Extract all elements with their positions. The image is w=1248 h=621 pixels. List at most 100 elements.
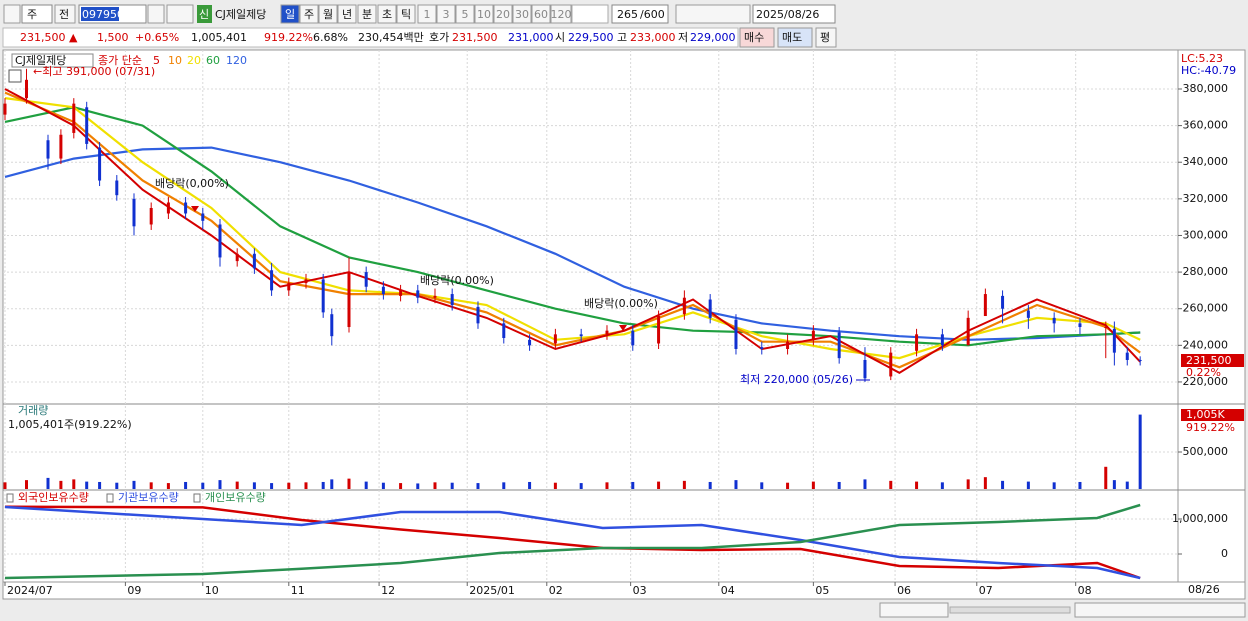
avg-button[interactable] <box>815 27 837 48</box>
annotation: 배당락(0.00%) <box>420 274 494 287</box>
volume-bar <box>381 482 385 489</box>
period-button[interactable] <box>299 4 319 24</box>
volume-bar <box>72 479 76 489</box>
interval-button[interactable] <box>436 4 456 24</box>
volume-bar <box>115 482 119 489</box>
open-label: 시 <box>555 31 565 44</box>
x-tick-label: 03 <box>633 584 647 597</box>
period-label: 주 <box>304 8 314 21</box>
annotation: ←최고 391,000 (07/31) <box>33 65 155 78</box>
interval-button[interactable] <box>550 4 572 24</box>
interval-button[interactable] <box>455 4 475 24</box>
volume-bar <box>270 483 274 489</box>
period-button[interactable] <box>280 4 300 24</box>
candle-body <box>59 134 63 159</box>
period-button[interactable] <box>318 4 338 24</box>
last-price: 231,500 <box>1186 354 1232 367</box>
range-button[interactable] <box>54 4 76 24</box>
candle-body <box>3 103 7 115</box>
candle-body <box>132 198 136 227</box>
search-icon[interactable] <box>147 4 165 24</box>
ma-legend: 10 <box>168 54 182 67</box>
candle-body <box>682 297 686 315</box>
period-button[interactable] <box>357 4 377 24</box>
zoom-tools[interactable] <box>1074 602 1246 618</box>
volume-bar <box>579 483 583 489</box>
volume: 1,005,401 <box>191 31 247 44</box>
menu-icon[interactable] <box>3 4 21 24</box>
period-button[interactable] <box>337 4 357 24</box>
candle-body <box>786 341 790 349</box>
y-tick-label: 1,000,000 <box>1172 512 1228 525</box>
candle-body <box>811 330 815 340</box>
interval-button[interactable] <box>474 4 494 24</box>
volume-bar <box>304 482 308 489</box>
x-tick-label: 02 <box>549 584 563 597</box>
last-volume-rate: 919.22% <box>1186 421 1235 434</box>
interval-select[interactable] <box>571 4 609 24</box>
last-volume: 1,005K <box>1186 408 1225 421</box>
interval-button[interactable] <box>531 4 551 24</box>
candle-body <box>863 359 867 379</box>
sell-button[interactable] <box>777 27 813 48</box>
x-tick-label: 11 <box>291 584 305 597</box>
candle-body <box>1112 328 1116 353</box>
candle-body <box>433 295 437 298</box>
period-type-select[interactable] <box>21 4 53 24</box>
interval-button[interactable] <box>417 4 437 24</box>
candle-body <box>940 334 944 346</box>
candle-body <box>837 332 841 359</box>
candle-body <box>631 330 635 346</box>
date-box[interactable] <box>752 4 836 24</box>
candle-body <box>1052 317 1056 324</box>
volume-bar <box>287 482 291 489</box>
sound-icon[interactable] <box>166 4 194 24</box>
stock-legend: CJ제일제당 <box>15 53 66 67</box>
amount: 230,454백만 <box>358 31 424 44</box>
interval-label: 120 <box>551 8 572 21</box>
count-box[interactable] <box>611 4 669 24</box>
period-label: 초 <box>382 8 392 21</box>
code-highlight <box>81 7 119 21</box>
volume-bar <box>1078 481 1082 489</box>
volume-bar <box>786 482 790 489</box>
volume-bar <box>605 482 609 489</box>
volume-bar <box>416 483 420 489</box>
candle-body <box>381 286 385 295</box>
annotation: 배당락(0,00%) <box>155 177 229 190</box>
scroll-track[interactable] <box>949 606 1071 614</box>
volume-bar <box>476 483 480 489</box>
holding-line <box>4 503 1141 580</box>
quote-row: 231,500 ▲ 1,500 +0.65% 1,005,401 919.22%… <box>2 27 837 48</box>
period-button[interactable] <box>377 4 397 24</box>
buy-button[interactable] <box>739 27 775 48</box>
y-tick-label: 220,000 <box>1183 375 1229 388</box>
candle-body <box>98 147 102 181</box>
scroll-buttons[interactable] <box>879 602 949 618</box>
legend-swatch <box>6 493 14 503</box>
candle-body <box>915 334 919 351</box>
volume-rate: 919.22% <box>264 31 313 44</box>
period-type: 주 <box>27 8 37 21</box>
tool-icons[interactable] <box>675 4 751 24</box>
candle-body <box>46 140 50 159</box>
volume-bar <box>321 481 325 489</box>
period-button[interactable] <box>396 4 416 24</box>
volume-bar <box>201 482 205 489</box>
last-rate: 0.22% <box>1186 366 1221 379</box>
interval-button[interactable] <box>493 4 513 24</box>
volume-bar <box>863 479 867 489</box>
candle-body <box>1026 310 1030 318</box>
volume-bar <box>760 482 764 489</box>
y-tick-label: 360,000 <box>1183 119 1229 132</box>
volume-bar <box>3 482 7 489</box>
interval-button[interactable] <box>512 4 532 24</box>
x-axis-area <box>2 581 1246 600</box>
y-tick-label: 0 <box>1221 547 1228 560</box>
legend-swatch <box>106 493 114 503</box>
interval-buttons: 1 3 5 10 20 30 60 120 <box>417 4 572 24</box>
grid <box>3 50 1182 586</box>
volume-bar <box>24 480 28 489</box>
high: 233,000 <box>630 31 676 44</box>
holding-legend: 개인보유수량 <box>205 491 266 504</box>
